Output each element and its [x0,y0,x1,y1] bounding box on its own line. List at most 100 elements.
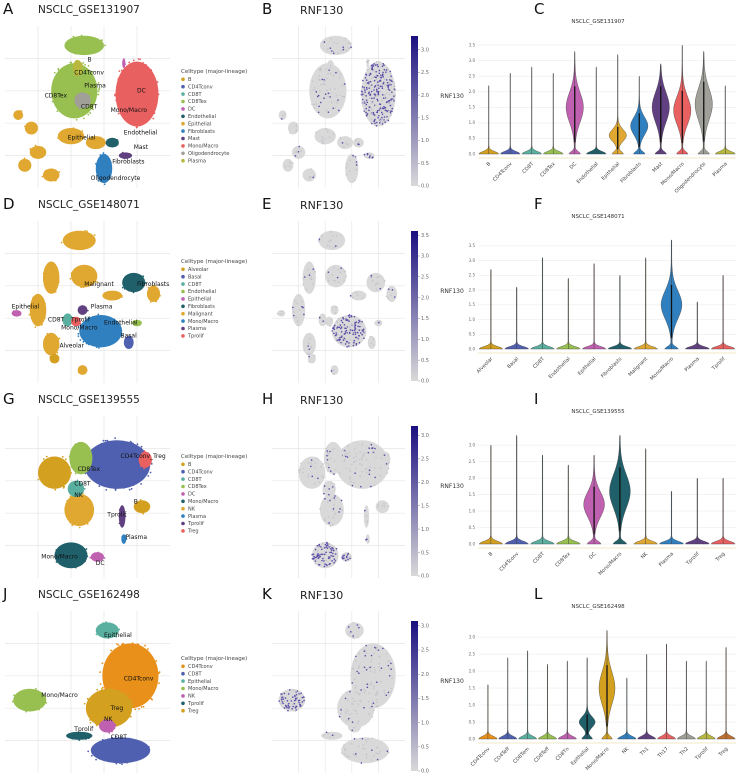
cell-point [76,277,79,280]
violin-panel: FNSCLC_GSE1480710.00.51.01.52.02.53.03.5… [440,195,736,382]
cell-point [79,280,81,283]
cell-point [86,239,88,241]
cell-point [121,334,124,337]
cell-point [373,69,375,71]
legend-swatch [181,311,185,316]
cell-point [381,65,384,68]
cell-point [355,327,358,330]
cell-point [79,443,82,446]
cell-point [321,139,323,141]
cell-point [301,305,303,308]
colorbar-tick-label: 2.0 [421,480,429,486]
legend-item: DC [188,107,196,113]
y-tick-label: 0.5 [469,525,476,530]
cell-point [329,558,331,561]
cell-point [100,751,103,754]
cell-point [37,478,40,481]
cell-point [386,81,389,84]
y-tick-label: 0.0 [469,541,476,546]
cell-point [341,336,344,338]
cell-point [118,70,121,73]
cell-point [387,88,390,90]
cell-point [365,95,367,97]
y-tick-label: 2.0 [469,475,476,480]
cell-point [389,104,392,107]
cell-point [329,450,331,453]
cell-point [125,469,128,472]
cell-point [135,458,138,460]
cell-point [361,458,363,460]
cell-point [359,699,361,702]
cell-point [365,111,367,114]
cell-point [383,105,385,108]
legend-swatch [181,664,185,669]
cell-point [326,564,328,567]
umap-title: NSCLC_GSE162498 [38,589,140,601]
legend-item: CD8Tex [188,99,207,105]
cell-point [90,71,93,73]
panel-letter: J [2,585,7,603]
cell-point [323,476,325,479]
cell-point [332,552,334,555]
cell-point [337,99,339,101]
cell-point [299,705,302,707]
cell-point [375,456,377,459]
x-tick-label: Th17 [656,746,670,760]
cell-point [68,41,71,44]
cell-point [323,565,326,568]
cell-point [112,679,115,681]
cell-point [380,76,383,79]
cell-point [327,515,330,518]
cell-point [118,98,121,100]
cell-point [375,288,378,291]
colorbar-tick-label: 3.0 [421,433,429,439]
cell-point [47,351,50,354]
cell-point [313,174,316,177]
cell-point [38,322,41,325]
cell-point [100,688,103,690]
cell-point [355,161,358,163]
cell-point [349,329,352,331]
cell-point [141,65,143,67]
cell-point [87,320,89,323]
cell-point [336,327,338,329]
cell-point [49,460,52,463]
row-3: J NSCLC_GSE162498EpithelialCD4TconvMono/M… [2,585,736,775]
cell-point [138,686,141,689]
cell-point [112,750,115,752]
legend-swatch [181,506,185,511]
cell-point [374,476,376,479]
cell-point [82,248,84,251]
cell-point [143,456,146,459]
cell-point [74,472,77,475]
cell-point [303,276,306,278]
umap-title: NSCLC_GSE131907 [38,4,140,16]
cell-point [370,342,373,344]
cell-point [75,522,78,525]
y-tick-label: 3.0 [469,258,476,263]
cell-point [126,74,129,77]
cell-point [344,455,347,458]
cell-point [97,705,100,708]
cell-point [48,169,51,172]
cell-point [118,664,120,667]
cell-point [76,493,79,495]
cell-point [368,91,371,94]
cell-point [291,703,294,706]
cell-point [365,471,368,474]
cell-point [295,125,298,128]
cell-point [105,621,108,624]
cell-point [79,457,82,459]
cell-point [145,661,147,664]
cell-point [353,700,355,702]
legend-item: Mast [188,136,200,142]
cell-point [344,343,347,345]
x-tick-label: Tprolif [710,356,726,372]
cluster-label: Mono/Macro [41,692,78,699]
y-tick-label: 3.0 [469,634,476,639]
cell-point [78,107,81,110]
cell-point [374,693,377,696]
cell-point [310,464,313,466]
